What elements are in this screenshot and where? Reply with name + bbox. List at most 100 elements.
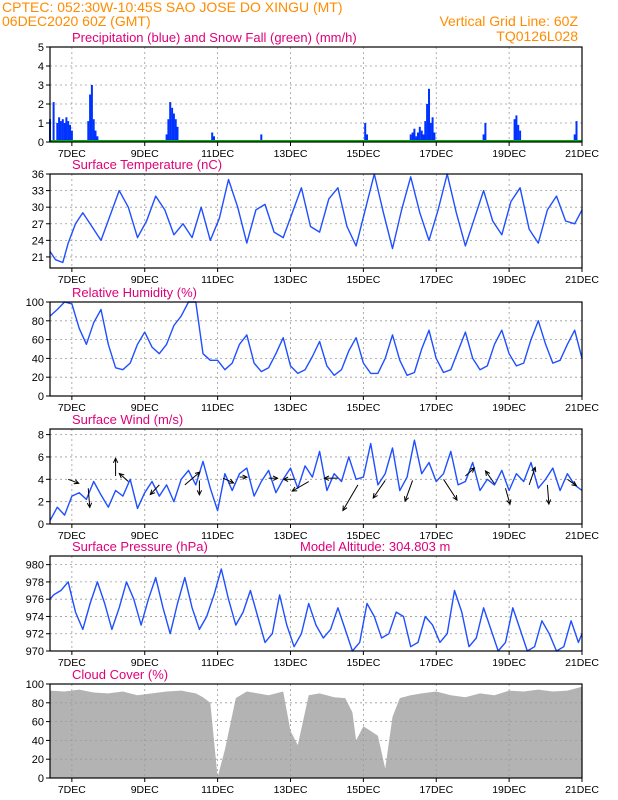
cloud-area <box>50 686 582 778</box>
precip-bar <box>431 117 434 142</box>
cloud-date-label: 13DEC <box>274 784 308 796</box>
cloud-date-label: 7DEC <box>58 784 86 796</box>
precip-bar <box>411 132 414 142</box>
wind-arrow-head <box>506 499 512 506</box>
wind-arrow <box>485 470 495 485</box>
precip-bar <box>420 130 423 142</box>
cloud-ytick-label: 80 <box>32 698 44 710</box>
wind-arrow-head <box>469 467 476 473</box>
pressure-frame <box>49 555 583 652</box>
pressure-date-label: 7DEC <box>58 657 86 669</box>
cloud-frame <box>49 683 583 779</box>
humidity-date-label: 13DEC <box>274 402 308 414</box>
precip-bar <box>366 134 368 142</box>
precip-ytick-label: 1 <box>38 118 44 130</box>
pressure-ytick-label: 980 <box>26 560 44 572</box>
pressure-ytick-label: 974 <box>26 611 44 623</box>
wind-arrow-head <box>86 502 93 509</box>
precip-date-label: 9DEC <box>131 148 159 160</box>
precip-bar <box>63 123 66 142</box>
wind-arrow <box>443 479 458 501</box>
humidity-grid <box>50 302 582 396</box>
wind-ytick-label: 4 <box>38 474 44 486</box>
temperature-date-label: 13DEC <box>274 274 308 286</box>
wind-arrow-head <box>452 495 458 502</box>
wind-arrow-head <box>194 471 201 477</box>
wind-date-label: 21DEC <box>565 530 599 542</box>
precip-bar <box>415 136 418 142</box>
pressure-grid <box>50 556 582 651</box>
wind-frame <box>49 428 583 525</box>
wind-arrow <box>222 477 234 484</box>
wind-arrow-head <box>531 466 537 473</box>
humidity-date-label: 15DEC <box>346 402 380 414</box>
header-run-date: 06DEC2020 60Z (GMT) <box>2 13 151 29</box>
precip-bar <box>169 102 172 142</box>
wind-date-label: 9DEC <box>131 530 159 542</box>
wind-panel: Surface Wind (m/s) 0 2 4 6 8 7DEC 9DEC 11DEC 13DE… <box>38 412 599 542</box>
wind-date-label: 17DEC <box>419 530 453 542</box>
wind-arrow <box>504 488 511 505</box>
precip-bar <box>418 126 421 142</box>
wind-arrow <box>184 471 201 486</box>
header-model-code: TQ0126L028 <box>496 28 578 44</box>
temperature-ytick-label: 33 <box>32 186 44 198</box>
wind-arrow <box>546 484 550 505</box>
pressure-ytick-label: 976 <box>26 594 44 606</box>
wind-arrow-head <box>484 470 491 476</box>
precip-date-label: 13DEC <box>274 148 308 160</box>
cloud-ytick-label: 40 <box>32 735 44 747</box>
wind-arrow <box>342 484 359 511</box>
humidity-ytick-label: 0 <box>38 391 44 403</box>
precip-bar <box>87 121 90 142</box>
precip-bar <box>69 124 71 142</box>
precip-bar <box>409 134 412 142</box>
cloud-date-label: 21DEC <box>565 784 599 796</box>
precip-bar <box>422 134 425 142</box>
temperature-date-label: 11DEC <box>201 274 234 286</box>
precip-bar <box>171 107 174 142</box>
temperature-grid <box>50 174 582 268</box>
precip-bar <box>65 117 68 142</box>
precip-bar <box>364 123 367 142</box>
precip-bar <box>58 117 61 142</box>
cloud-date-label: 11DEC <box>201 784 234 796</box>
wind-line <box>49 439 583 521</box>
temperature-date-label: 7DEC <box>58 274 86 286</box>
temperature-date-label: 9DEC <box>131 274 159 286</box>
pressure-date-label: 13DEC <box>274 657 308 669</box>
precip-date-label: 11DEC <box>201 148 234 160</box>
precip-frame <box>49 46 583 143</box>
wind-date-label: 15DEC <box>346 530 380 542</box>
humidity-ytick-label: 60 <box>32 335 44 347</box>
wind-arrow <box>68 478 79 484</box>
precip-grid <box>50 47 582 142</box>
pressure-ytick-label: 970 <box>26 646 44 658</box>
temperature-date-label: 17DEC <box>419 274 453 286</box>
wind-arrow-head <box>149 489 156 496</box>
wind-arrow <box>404 480 414 502</box>
wind-arrow-head <box>291 486 298 492</box>
pressure-date-label: 17DEC <box>419 657 453 669</box>
header-station: CPTEC: 052:30W-10:45S SAO JOSE DO XINGU … <box>2 0 343 15</box>
precip-bar <box>52 102 55 142</box>
humidity-frame <box>49 301 583 397</box>
temperature-ytick-label: 24 <box>32 235 44 247</box>
wind-arrow <box>528 467 536 486</box>
pressure-ytick-label: 972 <box>26 629 44 641</box>
wind-arrow-head <box>112 457 119 464</box>
temperature-ytick-label: 27 <box>32 219 44 231</box>
temperature-line <box>49 173 583 264</box>
precip-bar <box>260 134 263 142</box>
temperature-date-label: 19DEC <box>492 274 526 286</box>
temperature-ytick-label: 30 <box>32 202 44 214</box>
precip-bar <box>413 128 416 142</box>
precip-bar <box>174 119 177 142</box>
precip-bar <box>428 88 430 142</box>
temperature-date-label: 21DEC <box>565 274 599 286</box>
humidity-date-label: 9DEC <box>131 402 159 414</box>
humidity-line <box>49 301 583 376</box>
precip-ytick-label: 2 <box>38 99 44 111</box>
precip-bar <box>213 136 215 142</box>
humidity-ytick-label: 40 <box>32 353 44 365</box>
